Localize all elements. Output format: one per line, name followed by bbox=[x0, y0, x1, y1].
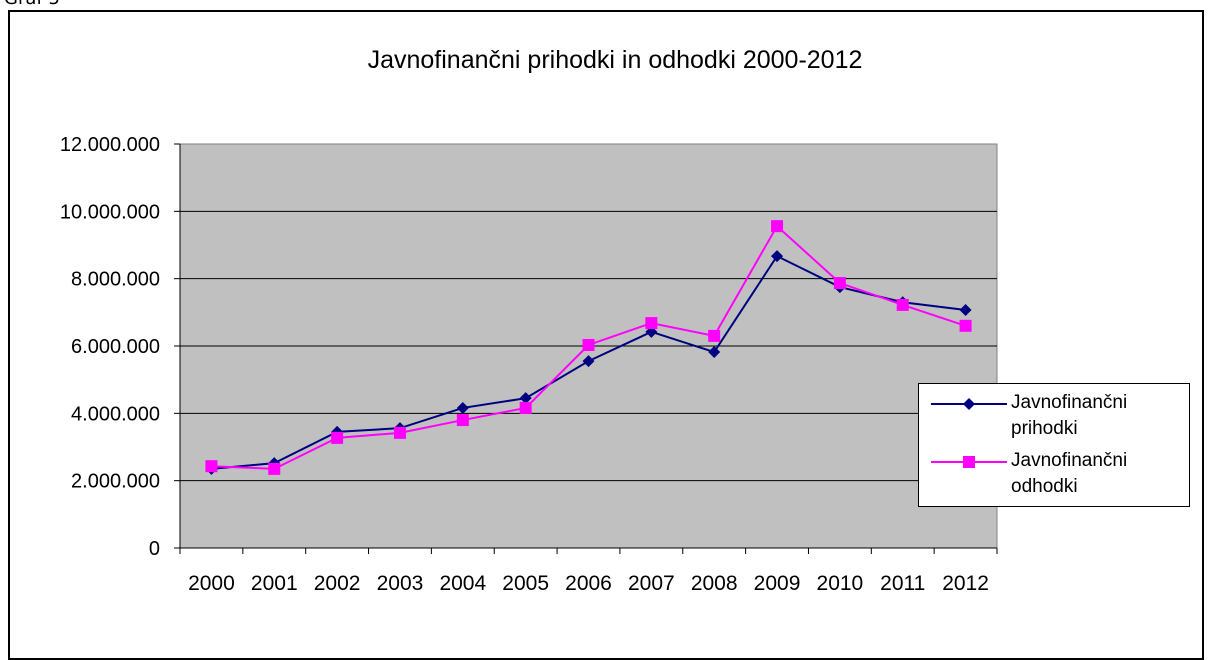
marker bbox=[771, 250, 784, 263]
legend-label: Javnofinančni prihodki bbox=[1011, 392, 1128, 439]
marker bbox=[331, 431, 344, 444]
y-tick-label: 6.000.000 bbox=[71, 336, 160, 358]
marker bbox=[519, 392, 532, 405]
x-tick-label: 2001 bbox=[251, 572, 298, 595]
x-tick-label: 2006 bbox=[565, 572, 612, 595]
legend-label: Javnofinančni odhodki bbox=[1011, 450, 1128, 497]
marker bbox=[268, 462, 281, 475]
chart-title: Javnofinančni prihodki in odhodki 2000-2… bbox=[368, 46, 863, 74]
legend: Javnofinančni prihodki Javnofinančni odho… bbox=[918, 383, 1190, 507]
marker bbox=[833, 277, 846, 290]
x-tick-label: 2010 bbox=[817, 572, 864, 595]
x-tick-label: 2003 bbox=[377, 572, 424, 595]
marker bbox=[708, 329, 721, 342]
marker bbox=[959, 303, 972, 316]
x-tick-label: 2011 bbox=[880, 572, 925, 595]
x-tick-label: 2002 bbox=[314, 572, 361, 595]
marker bbox=[963, 398, 975, 410]
marker bbox=[456, 414, 469, 427]
y-tick-label: 0 bbox=[149, 538, 160, 560]
y-tick-label: 10.000.000 bbox=[60, 201, 160, 223]
marker bbox=[645, 317, 658, 330]
marker bbox=[771, 220, 784, 233]
marker bbox=[582, 355, 595, 368]
y-tick-label: 2.000.000 bbox=[71, 471, 160, 493]
legend-symbol bbox=[931, 456, 1007, 468]
marker bbox=[959, 319, 972, 332]
marker bbox=[582, 338, 595, 351]
marker bbox=[205, 460, 218, 473]
marker bbox=[896, 298, 909, 311]
x-tick-label: 2007 bbox=[628, 572, 675, 595]
x-tick-label: 2012 bbox=[942, 572, 989, 595]
marker bbox=[708, 346, 721, 359]
x-tick-label: 2004 bbox=[439, 572, 486, 595]
x-tick-label: 2000 bbox=[188, 572, 235, 595]
marker bbox=[519, 401, 532, 414]
page: {"caption": "Graf 5", "chart_data": {"ty… bbox=[4, 0, 1204, 660]
chart: Javnofinančni prihodki in odhodki 2000-2… bbox=[60, 46, 998, 595]
legend-symbol bbox=[931, 398, 1007, 410]
y-tick-label: 4.000.000 bbox=[71, 403, 160, 425]
marker bbox=[963, 456, 975, 468]
marker bbox=[393, 426, 406, 439]
y-tick-label: 12.000.000 bbox=[60, 134, 160, 156]
x-tick-label: 2008 bbox=[691, 572, 738, 595]
x-tick-label: 2005 bbox=[502, 572, 549, 595]
marker bbox=[456, 401, 469, 414]
x-tick-label: 2009 bbox=[754, 572, 801, 595]
caption: Graf 5 bbox=[4, 0, 60, 9]
y-tick-label: 8.000.000 bbox=[71, 269, 160, 291]
